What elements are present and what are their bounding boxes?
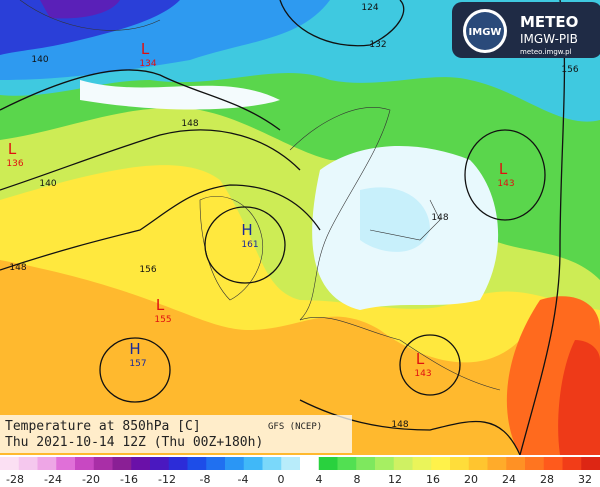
logo: IMGW METEO IMGW-PIB meteo.imgw.pl — [452, 2, 600, 58]
isobars — [0, 0, 566, 456]
colorbar-tick-label: 24 — [502, 473, 516, 486]
caption-model: GFS (NCEP) — [268, 422, 322, 432]
colorbar-cell — [206, 457, 226, 470]
colorbar-cell — [506, 457, 526, 470]
center-value: 136 — [6, 159, 23, 169]
colorbar-cell — [468, 457, 488, 470]
isobar-label: 148 — [181, 119, 198, 129]
colorbar-tick-label: 8 — [354, 473, 361, 486]
colorbar-cell — [450, 457, 470, 470]
isobar-labels: 140 140 148 148 156 148 132 124 156 148 — [9, 3, 578, 430]
colorbar-cell — [262, 457, 282, 470]
colorbar-cell — [318, 457, 338, 470]
logo-badge: IMGW — [469, 27, 502, 38]
colorbar-tick-label: 4 — [316, 473, 323, 486]
colorbar-cell — [281, 457, 301, 470]
isobar-label: 148 — [391, 420, 408, 430]
center-letter: L — [499, 160, 508, 178]
colorbar-cell — [168, 457, 188, 470]
isobar-label: 124 — [361, 3, 378, 13]
center-value: 143 — [414, 369, 431, 379]
colorbar-cell — [56, 457, 76, 470]
colorbar-cell — [18, 457, 38, 470]
colorbar-tick-label: -20 — [82, 473, 100, 486]
colorbar-cell — [300, 457, 320, 470]
colorbar-tick-label: 28 — [540, 473, 554, 486]
isobar-label: 132 — [369, 40, 386, 50]
center-letter: H — [129, 340, 140, 358]
center-letter: L — [8, 140, 17, 158]
center-letter: L — [416, 350, 425, 368]
isobar-label: 156 — [561, 65, 578, 75]
isobar-label: 148 — [431, 213, 448, 223]
center-value: 155 — [154, 315, 171, 325]
colorbar-cell — [412, 457, 432, 470]
colorbar-cell — [243, 457, 263, 470]
colorbar-tick-label: 32 — [578, 473, 592, 486]
temperature-field — [0, 0, 600, 455]
center-value: 157 — [129, 359, 146, 369]
caption-title: Temperature at 850hPa [C] — [5, 419, 201, 434]
center-letter: L — [156, 296, 165, 314]
colorbar-cell — [525, 457, 545, 470]
colorbar-tick-label: -8 — [200, 473, 211, 486]
colorbar-cell — [375, 457, 395, 470]
colorbar-cell — [150, 457, 170, 470]
colorbar-cell — [225, 457, 245, 470]
colorbar-cell — [112, 457, 132, 470]
colorbar-cell — [543, 457, 563, 470]
colorbar-tick-label: -28 — [6, 473, 24, 486]
colorbar: -28 -24 -20 -16 -12 -8 -4 0 4 8 12 16 20 24 28 32 — [0, 455, 600, 487]
colorbar-tick-label: -16 — [120, 473, 138, 486]
colorbar-tick-label: 12 — [388, 473, 402, 486]
colorbar-tick-label: -4 — [238, 473, 249, 486]
colorbar-tick-label: 20 — [464, 473, 478, 486]
center-value: 143 — [497, 179, 514, 189]
colorbar-cell — [356, 457, 376, 470]
caption-time: Thu 2021-10-14 12Z (Thu 00Z+180h) — [5, 435, 263, 450]
colorbar-tick-label: 16 — [426, 473, 440, 486]
colorbar-cell — [0, 457, 20, 470]
isobar-label: 148 — [9, 263, 26, 273]
colorbar-tick-label: -24 — [44, 473, 62, 486]
colorbar-cell — [75, 457, 95, 470]
colorbar-cell — [131, 457, 151, 470]
org: IMGW-PIB — [520, 32, 578, 46]
brand: METEO — [520, 13, 578, 31]
isobar-label: 156 — [139, 265, 156, 275]
colorbar-cell — [187, 457, 207, 470]
center-letter: H — [241, 221, 252, 239]
center-letter: L — [141, 40, 150, 58]
colorbar-cell — [337, 457, 357, 470]
caption: Temperature at 850hPa [C] GFS (NCEP) Thu… — [0, 415, 352, 453]
center-value: 134 — [139, 59, 156, 69]
isobar-label: 140 — [31, 55, 48, 65]
colorbar-cell — [562, 457, 582, 470]
colorbar-tick-label: -12 — [158, 473, 176, 486]
colorbar-cell — [37, 457, 57, 470]
colorbar-cell — [431, 457, 451, 470]
colorbar-cell — [581, 457, 600, 470]
isobar-label: 140 — [39, 179, 56, 189]
colorbar-cell — [393, 457, 413, 470]
colorbar-cell — [93, 457, 113, 470]
coastlines — [19, 0, 501, 391]
url: meteo.imgw.pl — [520, 48, 572, 56]
colorbar-tick-label: 0 — [278, 473, 285, 486]
colorbar-cell — [487, 457, 507, 470]
center-value: 161 — [241, 240, 258, 250]
